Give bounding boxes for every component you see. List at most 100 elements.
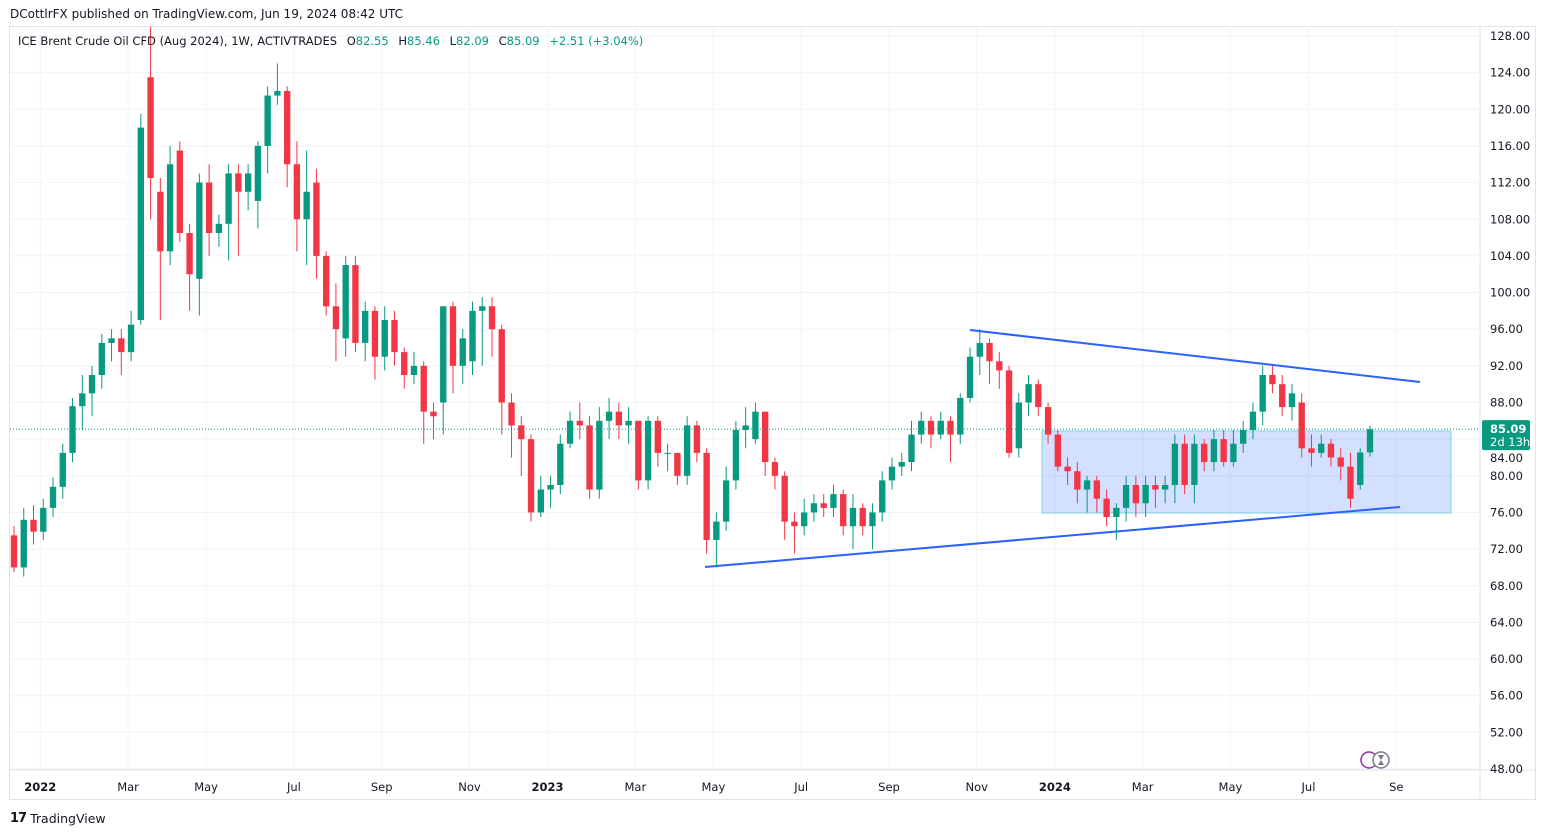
candle (683, 416, 691, 485)
candle-body (1171, 443, 1179, 485)
symbol-title[interactable]: ICE Brent Crude Oil CFD (Aug 2024), 1W, … (18, 34, 338, 48)
candle-body (176, 150, 184, 233)
candle-body (518, 425, 525, 440)
time-tick-label: Se (1389, 780, 1403, 794)
candle-body (976, 342, 983, 357)
upper-trendline[interactable] (969, 329, 1421, 383)
candle-body (1161, 484, 1169, 490)
time-tick-label: Mar (117, 780, 139, 794)
candle (10, 526, 18, 573)
candle (830, 484, 837, 518)
candle (908, 420, 915, 472)
price-tick-label: 48.00 (1490, 762, 1523, 776)
price-tick-label: 96.00 (1490, 322, 1523, 336)
chart-frame[interactable] (9, 26, 1536, 800)
time-tick-label: May (194, 780, 218, 794)
candle-body (157, 191, 164, 252)
candle-body (888, 466, 896, 481)
candle-body (88, 375, 96, 394)
candle-body (898, 462, 905, 467)
candle-body (1191, 443, 1198, 485)
candle (1103, 489, 1110, 527)
candle-body (761, 411, 769, 463)
candle (215, 214, 223, 247)
candle (781, 471, 788, 540)
candle (703, 448, 710, 554)
candle-body (840, 494, 847, 527)
footer[interactable]: 17 TradingView (10, 811, 106, 826)
candle-body (615, 411, 623, 426)
candle-body (1083, 480, 1091, 490)
candle (30, 505, 37, 545)
candle-body (264, 95, 271, 146)
time-tick-label: Mar (1132, 780, 1154, 794)
candle-body (30, 519, 37, 532)
price-tick-label: 100.00 (1490, 286, 1530, 300)
candle (137, 113, 144, 325)
open-value: 82.55 (355, 34, 389, 48)
candle-body (59, 452, 66, 487)
price-tick-label: 88.00 (1490, 396, 1523, 410)
candle (976, 329, 983, 376)
candle-body (1269, 375, 1276, 385)
candle (118, 329, 125, 376)
candle-body (371, 310, 379, 357)
candle (557, 434, 564, 495)
price-tick-label: 52.00 (1490, 725, 1523, 739)
candle-body (1308, 448, 1315, 453)
candle-body (664, 452, 671, 454)
candle (1298, 393, 1305, 458)
candle (713, 512, 720, 568)
price-axis: 48.00 52.00 56.00 60.00 64.00 68.00 72.00 76.00… (1490, 29, 1530, 776)
price-tick-label: 124.00 (1490, 66, 1530, 80)
candle-body (244, 173, 252, 192)
candle-body (323, 255, 330, 307)
candle (59, 443, 66, 499)
candle (430, 402, 437, 440)
candle (1249, 402, 1257, 440)
candle-body (469, 310, 476, 362)
candle-body (362, 310, 369, 343)
symbol-legend: ICE Brent Crude Oil CFD (Aug 2024), 1W, … (18, 34, 644, 48)
candle (1337, 448, 1344, 481)
candle (420, 361, 427, 444)
candle (332, 283, 340, 362)
candle (801, 498, 808, 536)
candle-body (527, 439, 535, 513)
range-box[interactable] (1041, 430, 1452, 514)
candle (303, 150, 310, 266)
candle-body (1103, 498, 1110, 518)
candle-body (1298, 402, 1305, 449)
close-value: 85.09 (506, 34, 540, 48)
candle-body (859, 507, 866, 527)
candle (498, 324, 505, 435)
candle (693, 420, 701, 463)
candle-body (1054, 434, 1061, 467)
candle (323, 251, 330, 316)
candle (674, 452, 681, 485)
candle (293, 141, 301, 252)
candle-body (566, 420, 574, 444)
candle (98, 333, 105, 389)
candle-body (1122, 484, 1130, 508)
candle-body (576, 420, 583, 426)
candle (488, 297, 496, 357)
candle-body (674, 452, 681, 476)
time-tick-label: Nov (458, 780, 481, 794)
candle (449, 301, 457, 394)
candle (479, 297, 486, 366)
candle-body (1113, 507, 1120, 518)
candle (244, 164, 252, 211)
lower-trendline[interactable] (704, 506, 1401, 568)
candle (264, 86, 271, 174)
candle (664, 443, 671, 472)
candle-body (781, 475, 788, 522)
candle-body (1366, 429, 1374, 453)
candle (127, 310, 135, 362)
candle-body (1279, 384, 1286, 408)
events-icons[interactable] (1360, 751, 1390, 769)
candle (147, 26, 154, 220)
candle (283, 86, 291, 188)
candle (1132, 475, 1140, 518)
